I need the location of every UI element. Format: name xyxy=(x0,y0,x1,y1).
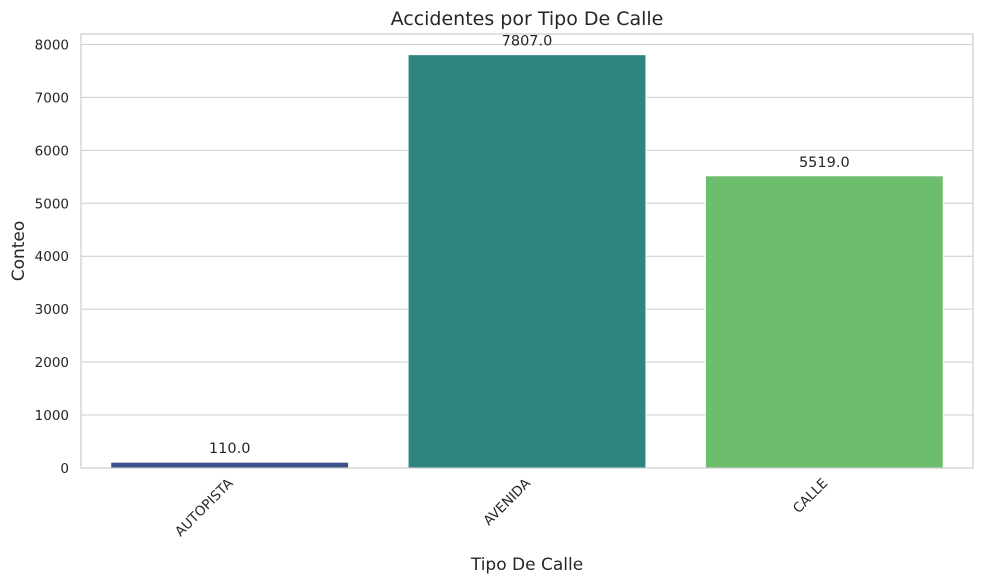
bar-value-label: 5519.0 xyxy=(799,155,850,171)
y-tick-label: 0 xyxy=(60,461,69,477)
bar-value-label: 110.0 xyxy=(209,441,251,457)
y-tick-labels: 0 1000 2000 3000 4000 5000 6000 7000 8000 xyxy=(35,37,69,477)
chart-title: Accidentes por Tipo De Calle xyxy=(391,8,664,30)
y-tick-label: 2000 xyxy=(35,355,69,371)
y-tick-label: 8000 xyxy=(35,37,69,53)
y-axis-label: Conteo xyxy=(9,221,29,282)
x-tick-label: CALLE xyxy=(790,476,831,517)
y-tick-label: 7000 xyxy=(35,90,69,106)
bar-value-labels: 110.0 7807.0 5519.0 xyxy=(209,34,850,458)
x-tick-labels: AUTOPISTA AVENIDA CALLE xyxy=(172,475,831,540)
y-tick-label: 1000 xyxy=(35,408,69,424)
x-tick-label: AVENIDA xyxy=(480,475,534,529)
y-tick-label: 3000 xyxy=(35,302,69,318)
y-tick-label: 4000 xyxy=(35,249,69,265)
y-tick-label: 6000 xyxy=(35,143,69,159)
bar-autopista xyxy=(110,461,350,469)
bars xyxy=(110,54,944,469)
bar-avenida xyxy=(407,54,647,469)
plot-frame xyxy=(80,33,974,469)
x-axis-label: Tipo De Calle xyxy=(470,555,583,575)
bar-value-label: 7807.0 xyxy=(502,34,553,50)
x-tick-label: AUTOPISTA xyxy=(172,475,237,540)
y-tick-label: 5000 xyxy=(35,196,69,212)
bar-calle xyxy=(704,175,944,469)
